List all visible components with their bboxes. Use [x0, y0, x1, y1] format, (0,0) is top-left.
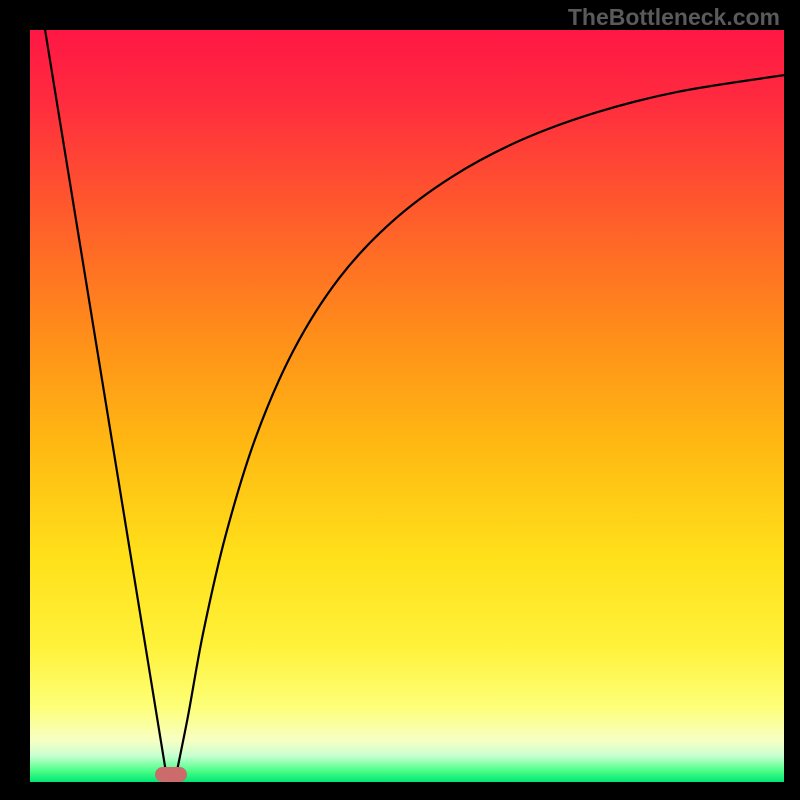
- minimum-marker: [155, 767, 187, 781]
- watermark-text: TheBottleneck.com: [568, 4, 780, 31]
- curve-right-branch: [177, 75, 784, 771]
- plot-area: [30, 30, 784, 782]
- curve-overlay: [30, 30, 784, 782]
- chart-container: TheBottleneck.com: [0, 0, 800, 800]
- curve-left-branch: [45, 30, 166, 771]
